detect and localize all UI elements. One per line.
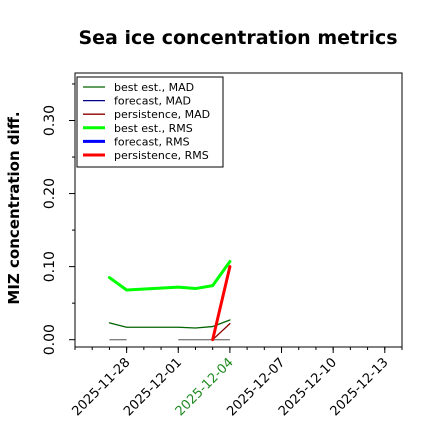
y-tick-label: 0.10 (42, 251, 58, 282)
series-line (107, 260, 232, 292)
x-axis: 2025-11-282025-12-012025-12-042025-12-07… (69, 347, 403, 419)
series-lines (107, 260, 232, 342)
legend-entry: forecast, RMS (114, 135, 190, 148)
y-tick-label: 0.00 (42, 324, 58, 355)
series-line (211, 265, 232, 342)
legend-entry: persistence, MAD (114, 108, 210, 121)
legend-entry: forecast, MAD (114, 95, 191, 108)
y-axis: 0.00 0.10 0.20 0.30 (42, 83, 75, 355)
y-tick-label: 0.30 (42, 105, 58, 136)
legend-entry: best est., RMS (114, 122, 193, 135)
legend-entry: best est., MAD (114, 81, 194, 94)
y-axis-label: MIZ concentration diff. (5, 111, 23, 304)
chart-title: Sea ice concentration metrics (78, 27, 397, 49)
y-tick-label: 0.20 (42, 178, 58, 209)
legend-box (76, 76, 224, 168)
series-line (212, 322, 231, 341)
legend-entry: persistence, RMS (114, 149, 209, 162)
